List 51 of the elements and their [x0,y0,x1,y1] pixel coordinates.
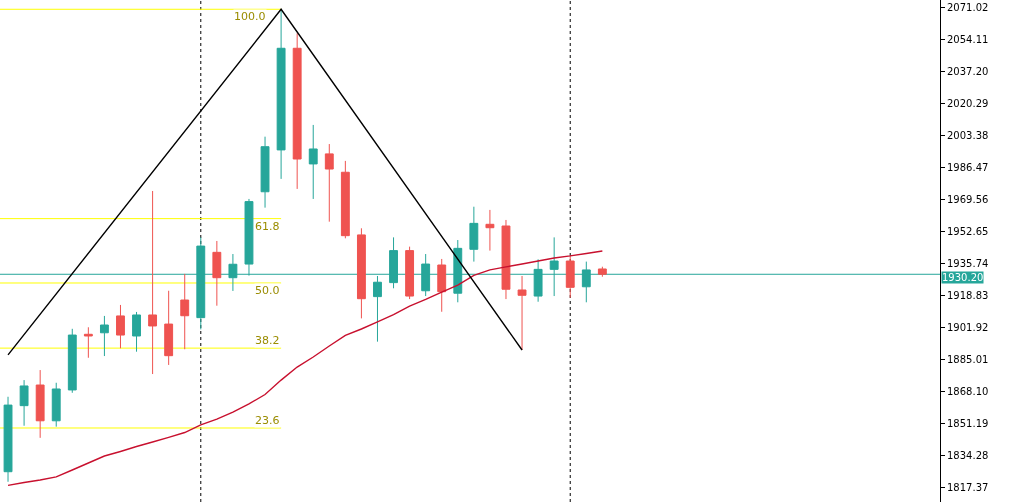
candlestick [67,328,77,394]
y-tick-label: 1918.83 [947,290,989,302]
candlestick [292,32,302,190]
annotation: 23.6 [255,414,280,427]
candlestick [3,396,13,483]
candlestick [19,379,29,427]
candlestick [51,382,61,428]
candlestick [356,227,366,319]
candlestick [276,8,286,180]
y-tick-label: 2020.29 [947,98,989,110]
candlestick [565,255,575,299]
candlestick [148,190,158,375]
candlestick [83,326,93,359]
y-tick-label: 1986.47 [947,162,989,174]
y-tick-label: 1885.01 [947,354,989,366]
candlestick [485,209,495,252]
candlestick [132,311,141,353]
y-tick-label: 1935.74 [947,258,989,270]
candlestick [597,266,607,278]
candlestick [180,273,190,350]
candlestick [35,369,45,439]
candlestick [517,275,527,351]
annotation: 38.2 [255,334,280,347]
y-tick-label: 1868.10 [947,386,989,398]
annotation: 100.0 [234,10,266,23]
y-tick-label: 1901.92 [947,322,989,334]
candlestick [308,124,318,200]
y-tick-label: 1969.56 [947,194,989,206]
y-tick-label: 1851.19 [947,418,989,430]
annotation: 61.8 [255,220,280,233]
y-tick-label: 2037.20 [947,66,989,78]
candlestick [405,246,415,300]
candlestick [501,219,511,300]
annotation: 50.0 [255,284,280,297]
candlestick [340,160,350,239]
ref-line-label: 1930.20 [942,272,984,283]
candlestick [99,315,109,357]
y-tick-label: 1834.28 [947,450,989,462]
y-tick-label: 2054.11 [947,34,989,46]
candlestick [116,304,125,349]
candlestick [469,206,479,263]
y-tick-label: 2003.38 [947,130,989,142]
y-tick-label: 1817.37 [947,482,989,494]
y-tick-label: 1952.65 [947,226,989,238]
candlestick [324,143,334,223]
y-tick-label: 2071.02 [947,2,989,14]
candlestick [164,290,174,366]
candlestick [437,258,447,313]
line-series [7,250,604,487]
candlestick [212,240,222,307]
candlestick [260,136,270,209]
